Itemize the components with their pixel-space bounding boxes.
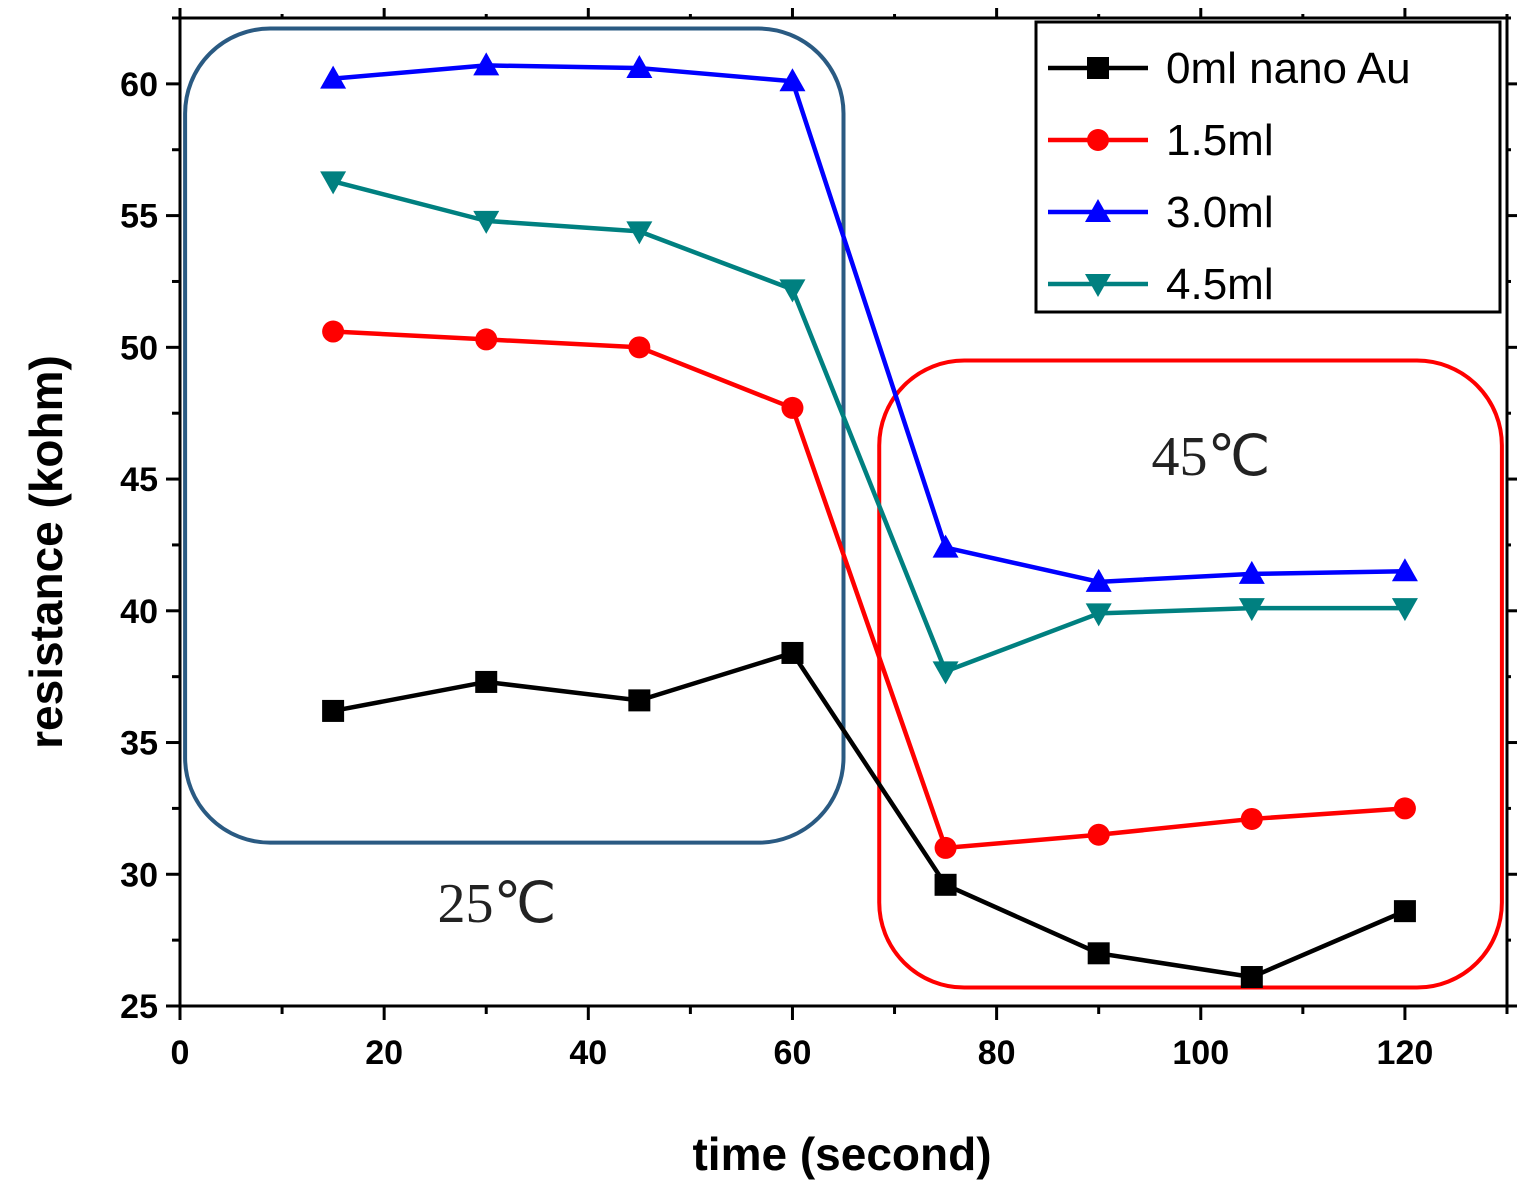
series-line-1 [332, 329, 1406, 851]
data-point-s0-p3 [781, 641, 804, 664]
y-tick-label: 55 [120, 198, 158, 236]
data-point-s3-p7 [1391, 598, 1418, 622]
y-tick-label: 50 [120, 329, 158, 367]
y-tick-label: 30 [120, 856, 158, 894]
data-point-s0-p7 [1393, 900, 1416, 923]
data-point-s2-p7 [1391, 558, 1418, 582]
legend-marker-3 [1085, 274, 1111, 297]
data-point-s2-p4 [932, 534, 959, 558]
data-point-s0-p1 [475, 670, 498, 693]
plot-frame [178, 16, 1509, 1008]
data-point-s0-p2 [628, 689, 651, 712]
y-tick-label: 35 [120, 725, 158, 763]
y-axis-title: resistance (kohm) [20, 355, 72, 749]
y-tick-label: 40 [120, 593, 158, 631]
data-point-s2-p1 [473, 52, 500, 76]
y-tick-label: 45 [120, 461, 158, 499]
series-markers [320, 52, 1418, 989]
series-lines [332, 63, 1406, 980]
legend-marker-2 [1085, 199, 1111, 222]
legend-box [1034, 20, 1502, 314]
data-point-s1-p0 [322, 320, 345, 343]
annotation-regions [183, 26, 1504, 990]
series-line-0 [332, 650, 1406, 980]
data-point-s3-p6 [1238, 598, 1265, 622]
x-tick-label: 60 [774, 1034, 812, 1072]
legend: 0ml nano Au 1.5ml 3.0ml 4.5ml [1034, 20, 1502, 314]
annotation-region-1 [877, 358, 1504, 990]
data-point-s3-p4 [932, 661, 959, 685]
y-tick-label: 60 [120, 66, 158, 104]
annotation-45c: 45℃ [1152, 426, 1271, 488]
x-tick-label: 100 [1172, 1034, 1229, 1072]
annotation-25c: 25℃ [438, 873, 557, 935]
legend-label-2: 3.0ml [1166, 188, 1274, 237]
annotation-region-0 [183, 26, 846, 845]
legend-label-1: 1.5ml [1166, 116, 1274, 165]
legend-marker-0 [1087, 57, 1109, 79]
data-point-s3-p3 [779, 279, 806, 303]
data-point-s1-p6 [1240, 807, 1263, 830]
data-point-s3-p2 [626, 221, 653, 245]
x-tick-label: 40 [569, 1034, 607, 1072]
legend-label-0: 0ml nano Au [1166, 44, 1411, 93]
series-line-2 [332, 63, 1405, 585]
data-point-s1-p4 [934, 836, 957, 859]
data-point-s2-p2 [626, 55, 653, 79]
x-tick-label: 120 [1377, 1034, 1434, 1072]
data-point-s0-p5 [1087, 942, 1110, 965]
data-point-s2-p5 [1085, 568, 1112, 592]
data-point-s0-p0 [322, 699, 345, 722]
legend-marker-1 [1087, 129, 1109, 151]
x-axis-title: time (second) [692, 1128, 991, 1180]
series-line-3 [332, 179, 1405, 674]
data-point-s1-p3 [781, 396, 804, 419]
data-point-s1-p5 [1087, 823, 1110, 846]
data-point-s2-p3 [779, 68, 806, 92]
data-point-s1-p7 [1393, 797, 1416, 820]
y-tick-label: 25 [120, 988, 158, 1026]
plot-axes: 0 20 40 60 80 100 120 25 30 35 40 45 50 55 60 [120, 8, 1517, 1072]
data-point-s0-p6 [1240, 966, 1263, 989]
data-point-s3-p5 [1085, 603, 1112, 627]
x-tick-label: 20 [365, 1034, 403, 1072]
legend-label-3: 4.5ml [1166, 260, 1274, 309]
x-tick-label: 80 [978, 1034, 1016, 1072]
data-point-s0-p4 [934, 873, 957, 896]
data-point-s3-p0 [320, 171, 347, 195]
data-point-s1-p2 [628, 336, 651, 359]
data-point-s2-p6 [1238, 560, 1265, 584]
data-point-s1-p1 [475, 328, 498, 351]
data-point-s3-p1 [473, 210, 500, 234]
x-tick-label: 0 [171, 1034, 190, 1072]
data-point-s2-p0 [320, 65, 347, 89]
